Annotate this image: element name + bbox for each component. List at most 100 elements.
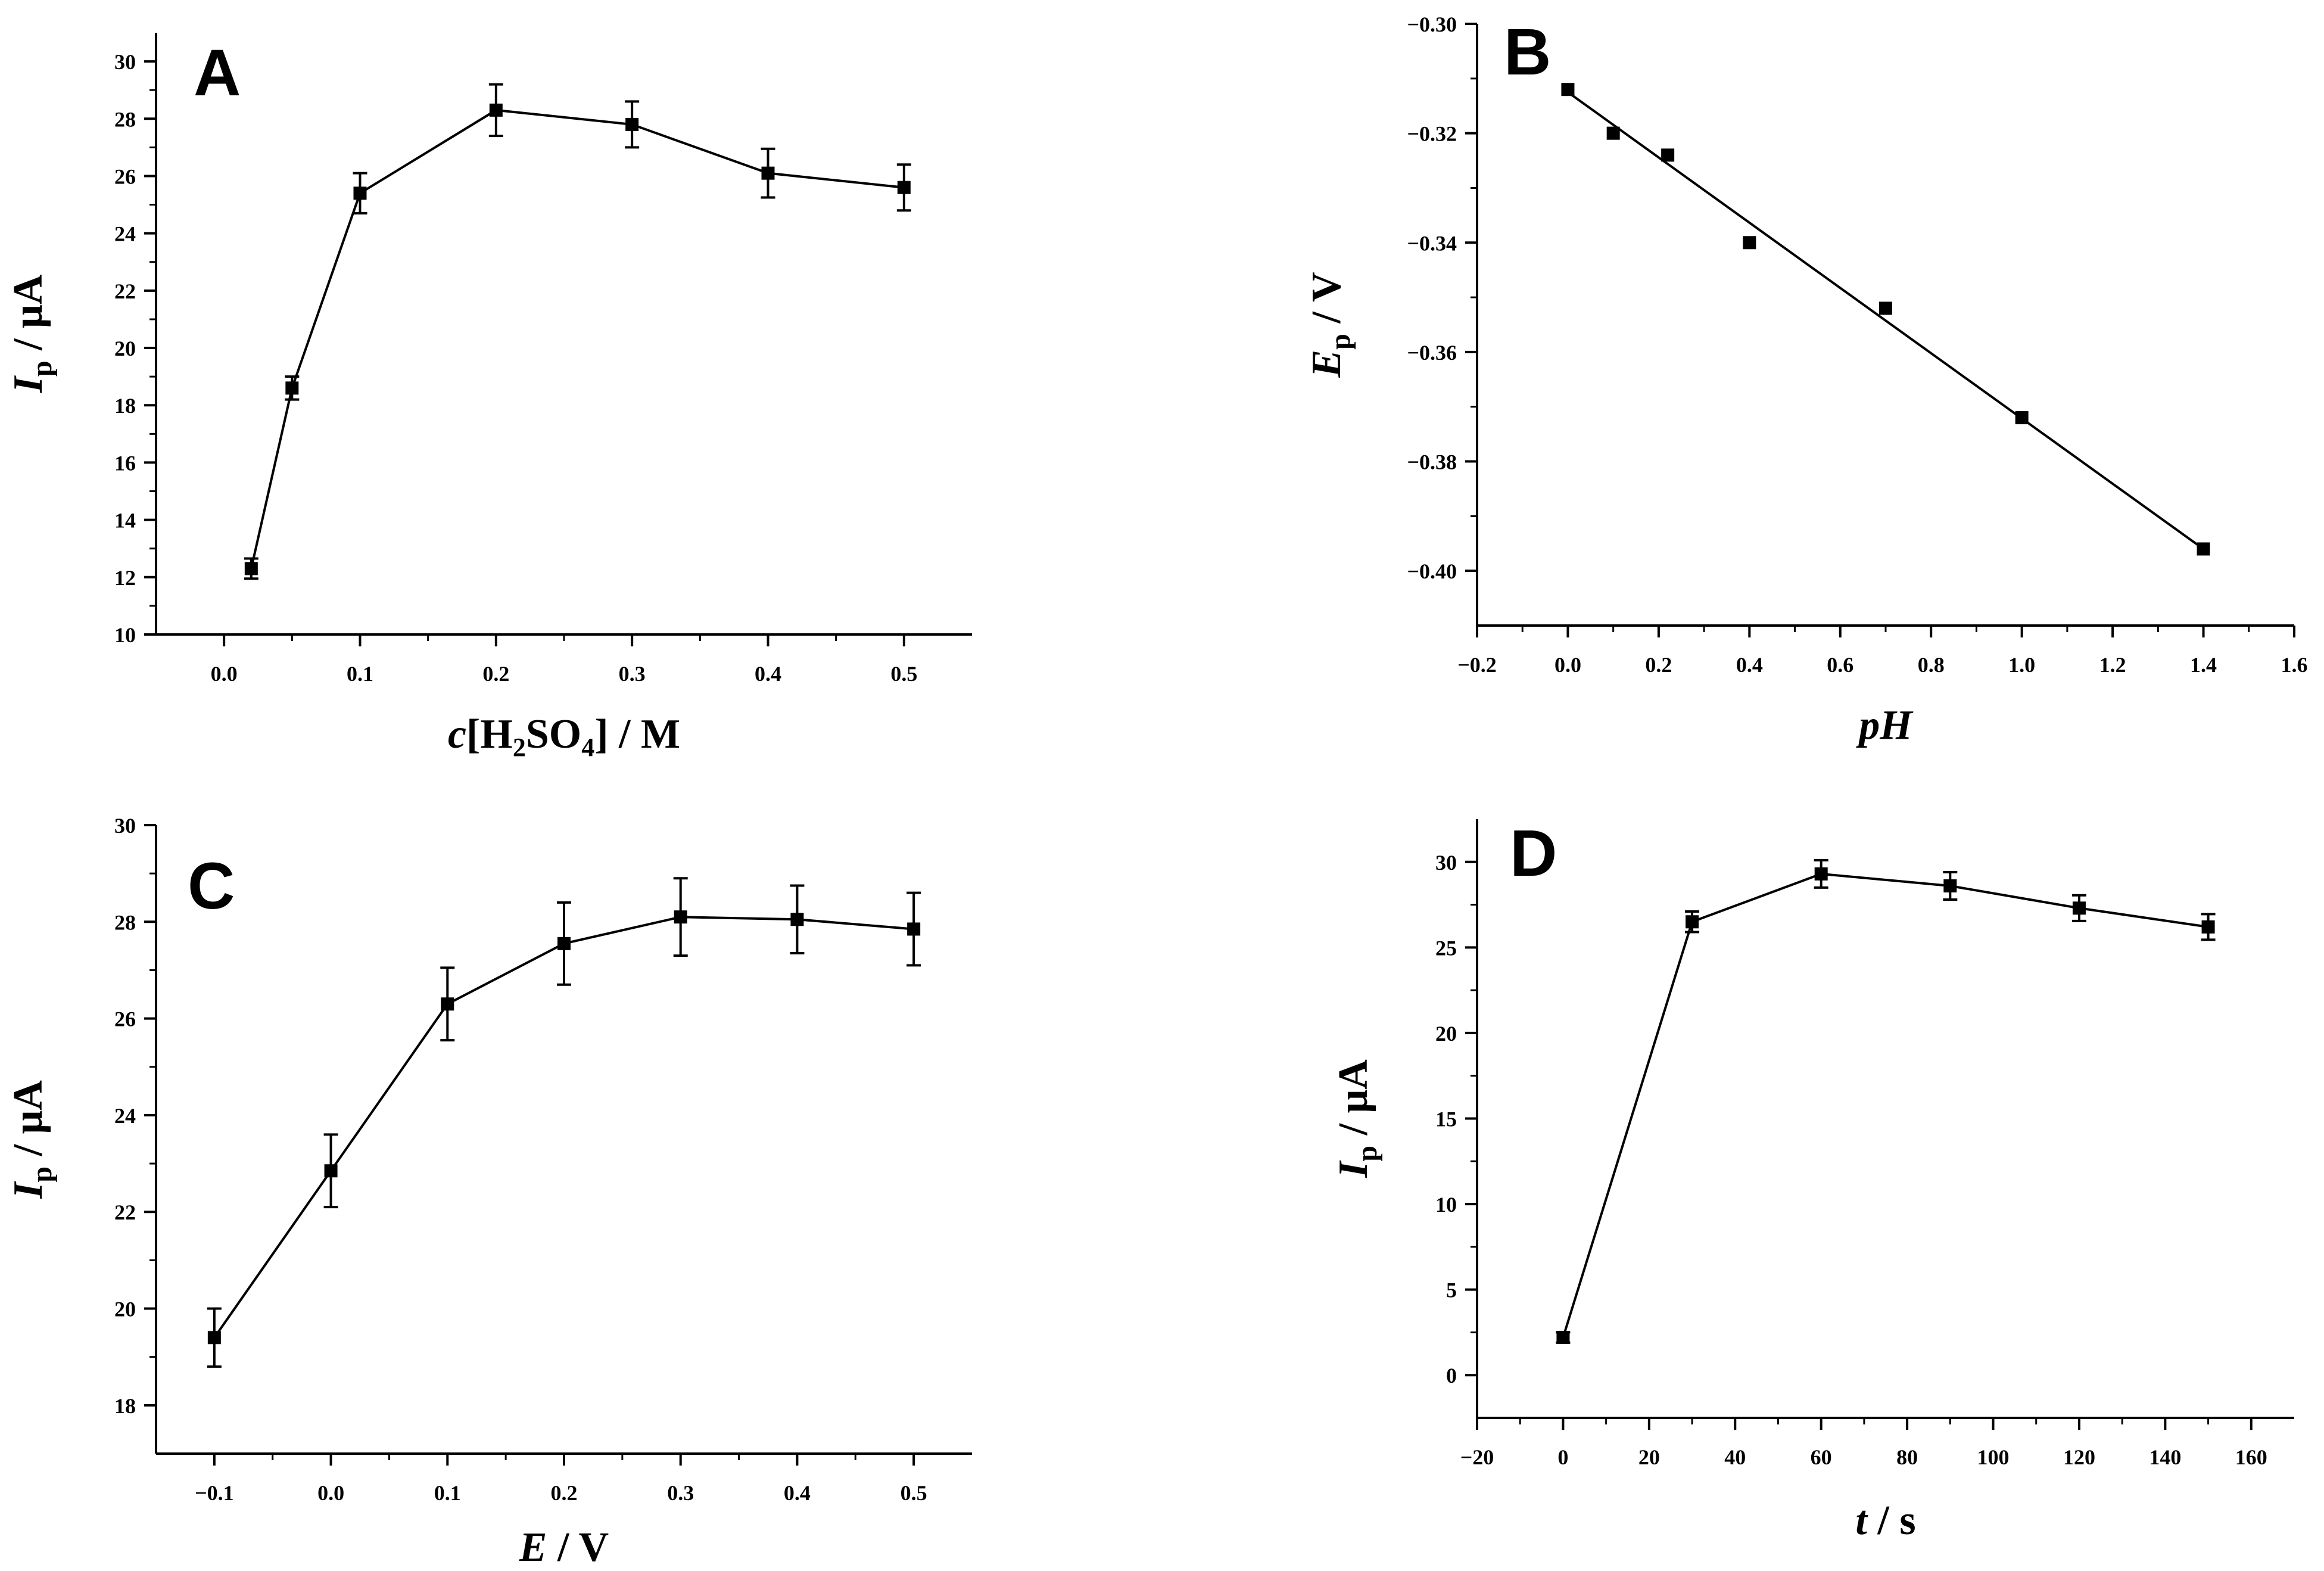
x-tick-label: 0.0 [211, 662, 238, 686]
data-point [674, 910, 687, 924]
panel-letter: C [188, 850, 235, 923]
data-point [2197, 542, 2210, 556]
data-point [1814, 867, 1828, 881]
data-point [1743, 236, 1756, 250]
y-tick-label: 26 [114, 1007, 136, 1031]
y-tick-label: 28 [114, 910, 136, 934]
y-tick-label: 5 [1446, 1278, 1457, 1302]
x-tick-label: 0.2 [482, 662, 509, 686]
data-point [907, 922, 921, 936]
data-point [207, 1331, 221, 1345]
panel-letter: B [1504, 15, 1551, 89]
y-tick-label: 12 [114, 566, 136, 590]
y-tick-label: 24 [114, 1104, 136, 1128]
y-tick-label: −0.34 [1407, 231, 1457, 255]
data-point [761, 166, 775, 180]
data-point [557, 937, 571, 950]
y-tick-label: 26 [114, 164, 136, 188]
x-tick-label: −20 [1460, 1445, 1494, 1469]
y-tick-label: 22 [114, 1200, 136, 1224]
y-tick-label: −0.36 [1407, 341, 1457, 365]
x-tick-label: 0.4 [755, 662, 781, 686]
chart-panel-d: −20 0 20 40 60 80 100 120 140 160 0 5 10 15 20 25 30 t / … [1331, 817, 2294, 1544]
x-tick-label: 0.1 [347, 662, 373, 686]
data-point [244, 562, 258, 575]
y-axis-label: Ip / μA [5, 274, 58, 393]
data-point [897, 181, 911, 194]
data-point [324, 1164, 338, 1178]
y-tick-label: 30 [1435, 851, 1457, 875]
x-axis-label: c[H2SO4] / M [448, 711, 680, 762]
y-tick-label: −0.30 [1407, 13, 1457, 36]
y-tick-label: 22 [114, 279, 136, 303]
data-point [2201, 920, 2215, 934]
x-tick-label: 0.0 [317, 1481, 344, 1505]
x-tick-label: −0.1 [195, 1481, 234, 1505]
x-tick-label: 0.0 [1554, 653, 1581, 677]
x-tick-label: 0.3 [667, 1481, 694, 1505]
x-tick-label: 60 [1811, 1445, 1832, 1469]
y-tick-label: 20 [1435, 1022, 1457, 1046]
data-point [441, 997, 454, 1011]
panel-letter: A [194, 36, 241, 110]
x-tick-label: 0.5 [901, 1481, 927, 1505]
x-axis-label: pH [1856, 702, 1914, 748]
panel-letter: D [1510, 817, 1557, 890]
series-line [250, 108, 905, 569]
fit-line [1567, 91, 2204, 550]
y-tick-label: 24 [114, 222, 136, 246]
y-tick-label: 14 [114, 509, 136, 533]
y-tick-label: −0.32 [1407, 122, 1457, 146]
y-tick-label: 18 [114, 1394, 136, 1418]
x-tick-label: 100 [1977, 1445, 2010, 1469]
data-point [2015, 411, 2029, 425]
x-tick-label: 1.6 [2281, 653, 2308, 677]
data-point [1661, 148, 1675, 162]
x-tick-label: 20 [1638, 1445, 1660, 1469]
y-axis-label: Ip / μA [1331, 1059, 1383, 1178]
chart-panel-c: −0.1 0.0 0.1 0.2 0.3 0.4 0.5 18 20 22 24 26 28 30 E / … [5, 814, 972, 1570]
data-point [1556, 1331, 1570, 1345]
x-tick-label: 140 [2149, 1445, 2181, 1469]
data-point [625, 117, 639, 131]
y-tick-label: 20 [114, 337, 136, 360]
x-tick-label: 0.4 [1736, 653, 1763, 677]
data-point [1879, 301, 1892, 315]
y-tick-label: 16 [114, 451, 136, 475]
x-tick-label: 80 [1896, 1445, 1918, 1469]
y-tick-label: 30 [114, 814, 136, 838]
y-tick-label: −0.38 [1407, 450, 1457, 474]
data-point [2072, 901, 2086, 915]
y-axis-label: Ep / V [1304, 272, 1356, 378]
data-point [353, 186, 367, 200]
y-tick-label: 10 [1435, 1193, 1457, 1217]
chart-panel-b: −0.2 0.0 0.2 0.4 0.6 0.8 1.0 1.2 1.4 1.6 −0.40 −0.3… [1304, 13, 2308, 748]
data-point [1943, 879, 1957, 892]
x-tick-label: 0 [1557, 1445, 1568, 1469]
y-tick-label: 15 [1435, 1108, 1457, 1131]
chart-panel-a: 0.0 0.1 0.2 0.3 0.4 0.5 10 12 14 16 18 20 22 24 26 28 30… [5, 33, 972, 762]
y-tick-label: 30 [114, 50, 136, 74]
y-tick-label: 0 [1446, 1364, 1457, 1388]
data-point [489, 103, 503, 117]
series-line [1562, 872, 2208, 1338]
x-axis-label: t / s [1855, 1498, 1915, 1544]
x-tick-label: −0.2 [1457, 653, 1497, 677]
x-tick-label: 0.1 [434, 1481, 461, 1505]
x-tick-label: 1.0 [2008, 653, 2035, 677]
x-tick-label: 0.4 [784, 1481, 811, 1505]
data-point [1561, 83, 1575, 97]
data-point [1606, 126, 1620, 140]
data-point [790, 913, 804, 926]
x-tick-label: 40 [1724, 1445, 1746, 1469]
y-tick-label: −0.40 [1407, 559, 1457, 583]
x-axis-label: E / V [519, 1525, 609, 1570]
x-tick-label: 0.2 [551, 1481, 578, 1505]
x-tick-label: 1.4 [2190, 653, 2217, 677]
y-axis-label: Ip / μA [5, 1080, 58, 1199]
x-tick-label: 0.2 [1645, 653, 1672, 677]
y-tick-label: 28 [114, 107, 136, 131]
x-tick-label: 1.2 [2099, 653, 2126, 677]
data-point [1686, 915, 1699, 929]
